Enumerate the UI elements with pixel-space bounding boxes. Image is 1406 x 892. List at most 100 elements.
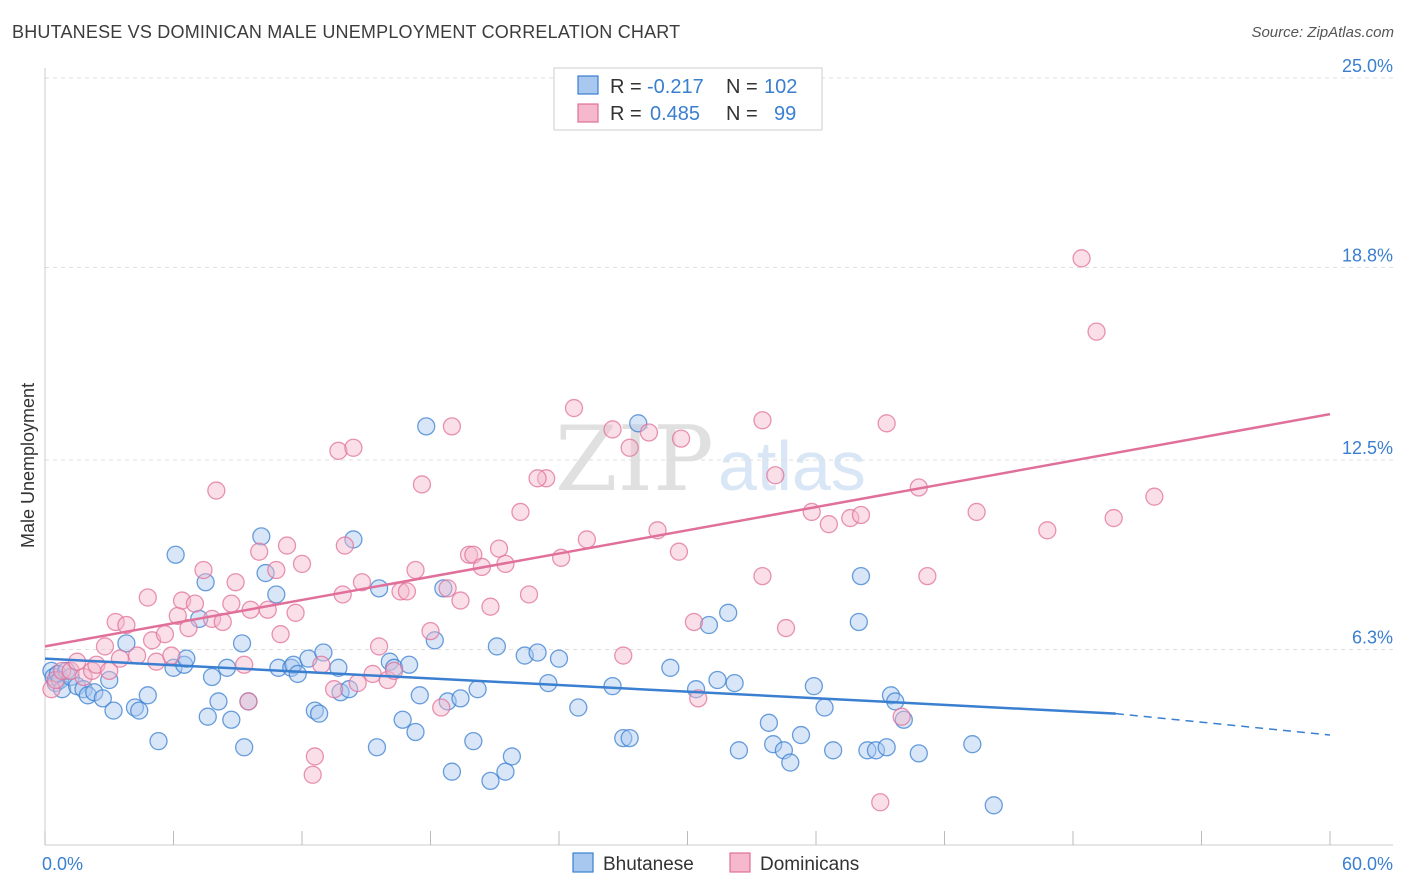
data-point-bhutanese [764,735,783,754]
data-point-dominicans [250,542,269,561]
data-point-dominicans [46,670,65,690]
data-point-dominicans [406,560,425,580]
data-point-bhutanese [549,649,569,668]
data-point-bhutanese [725,673,744,693]
data-point-bhutanese [759,713,779,732]
data-point-bhutanese [149,732,168,751]
data-point-dominicans [344,438,363,457]
data-point-dominicans [603,420,622,439]
data-point-bhutanese [267,585,286,604]
series-legend: Bhutanese Dominicans [572,852,859,875]
data-point-bhutanese [661,658,680,677]
data-point-bhutanese [502,747,522,766]
data-point-dominicans [412,475,432,494]
data-point-bhutanese [909,744,928,763]
data-point-dominicans [614,646,633,665]
data-point-dominicans [877,414,896,433]
data-point-dominicans [1038,521,1057,540]
data-point-dominicans [162,646,181,665]
data-point-dominicans [689,689,708,708]
data-point-bhutanese [451,689,470,708]
legend-r-label-bhutanese: R = [610,76,642,98]
data-point-bhutanese [791,725,811,745]
data-point-dominicans [438,579,457,598]
data-point-dominicans [397,582,417,601]
data-point-bhutanese [104,701,123,720]
data-point-bhutanese [235,738,254,757]
x-tick-label: 60.0% [1342,854,1393,874]
data-point-dominicans [421,621,440,641]
legend-r-value-dominicans: 0.485 [650,103,700,125]
data-point-dominicans [271,625,290,644]
legend-label-bhutanese: Bhutanese [603,854,694,875]
data-point-dominicans [620,438,639,457]
data-point-dominicans [577,530,596,549]
data-point-dominicans [776,618,796,638]
legend-n-label-bhutanese: N = [726,76,758,98]
data-point-dominicans [286,603,305,622]
data-point-bhutanese [406,722,425,742]
data-point-bhutanese [138,686,157,705]
data-point-bhutanese [166,545,185,564]
data-point-dominicans [312,655,331,674]
data-point-dominicans [639,423,659,442]
data-point-bhutanese [100,670,119,690]
data-point-dominicans [1072,249,1091,268]
legend-swatch-dominicans [577,103,599,123]
data-point-dominicans [117,615,136,635]
data-point-bhutanese [288,664,307,684]
legend-r-label-dominicans: R = [610,103,642,125]
data-point-dominicans [348,673,367,693]
data-point-bhutanese [252,527,271,546]
data-point-bhutanese [569,698,588,717]
data-point-bhutanese [849,612,868,632]
correlation-legend: R = -0.217 N = 102 R = 0.485 N = 99 [553,67,823,131]
trend-line-bhutanese [44,657,1116,715]
legend-n-value-dominicans: 99 [774,103,796,125]
data-point-dominicans [324,680,344,699]
data-point-bhutanese [434,579,453,598]
data-point-dominicans [239,692,258,711]
data-point-dominicans [235,655,254,674]
data-point-dominicans [766,466,785,485]
data-point-dominicans [138,588,157,607]
data-point-dominicans [1145,487,1164,506]
data-point-bhutanese [603,676,622,696]
data-point-dominicans [753,566,772,586]
data-point-bhutanese [442,762,462,781]
chart-title: BHUTANESE VS DOMINICAN MALE UNEMPLOYMENT… [12,22,681,42]
legend-n-value-bhutanese: 102 [764,76,797,98]
legend-label-dominicans: Dominicans [760,854,859,875]
data-point-dominicans [352,573,372,592]
data-point-bhutanese [487,637,507,656]
y-tick-label: 6.3% [1352,627,1393,647]
data-point-dominicans [511,502,530,522]
data-point-dominicans [459,545,479,564]
data-point-bhutanese [256,563,275,583]
data-point-bhutanese [222,710,241,729]
data-point-dominicans [451,591,470,610]
data-point-dominicans [127,646,147,665]
data-point-dominicans [1087,322,1106,341]
trend-line-bhutanese-extension [1115,712,1331,736]
data-point-dominicans [369,637,389,656]
y-tick-label: 18.8% [1342,245,1393,265]
data-point-bhutanese [877,738,896,757]
data-point-dominicans [155,625,175,644]
data-point-bhutanese [851,566,871,586]
data-point-dominicans [871,793,890,812]
data-point-dominicans [226,573,245,592]
data-point-dominicans [442,417,462,436]
data-point-dominicans [519,585,539,604]
data-point-bhutanese [496,762,515,781]
legend-n-label-dominicans: N = [726,103,758,125]
data-point-dominicans [819,515,838,534]
data-point-dominicans [277,536,297,555]
data-point-dominicans [258,600,277,619]
data-point-dominicans [95,637,115,656]
data-point-bhutanese [232,634,252,653]
data-point-dominicans [892,707,911,726]
data-point-dominicans [110,649,130,668]
data-point-bhutanese [894,710,913,729]
data-point-bhutanese [614,728,633,748]
